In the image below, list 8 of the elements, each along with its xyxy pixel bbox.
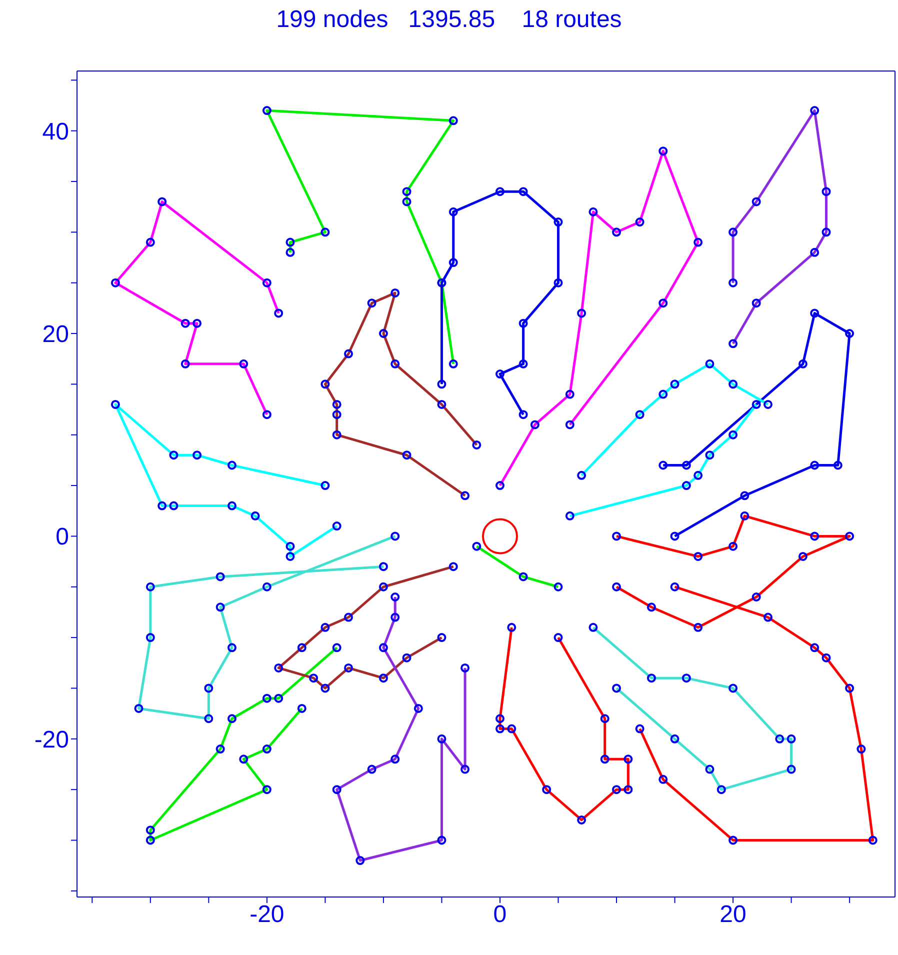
x-tick-label: 20 (720, 901, 746, 928)
chart-title: 199 nodes 1395.85 18 routes (275, 6, 623, 34)
y-tick-label: 0 (56, 524, 69, 551)
y-tick-label: -20 (34, 726, 69, 754)
y-tick-label: 20 (42, 321, 69, 348)
x-tick-label: 0 (493, 901, 507, 928)
y-tick-label: 40 (42, 118, 69, 146)
x-tick-label: -20 (250, 901, 284, 928)
